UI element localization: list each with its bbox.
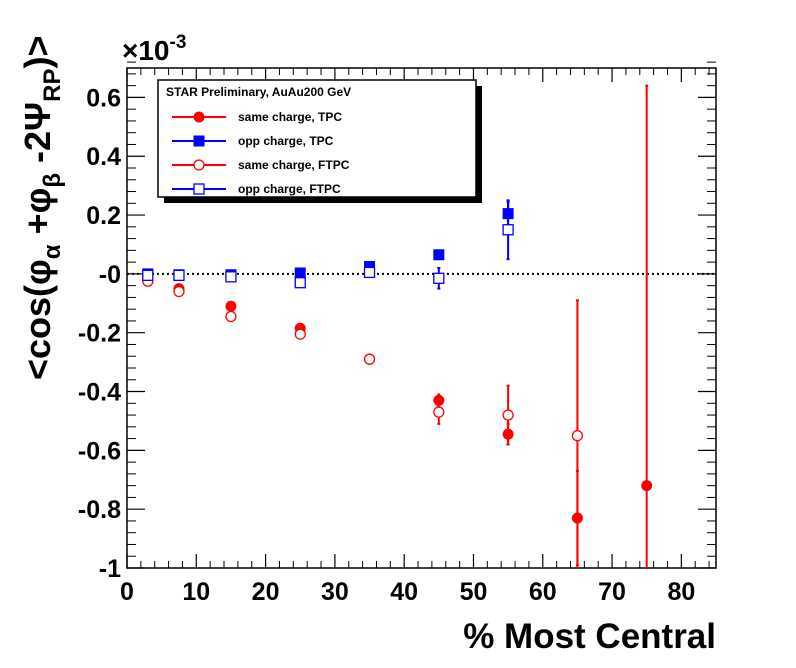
- legend-entry: opp charge, FTPC: [172, 182, 341, 196]
- legend-marker: [193, 159, 205, 171]
- data-point: [433, 406, 445, 418]
- series-same-charge-ftpc: [142, 275, 584, 568]
- x-tick-label: 60: [529, 578, 557, 606]
- y-tick-label: 0.2: [86, 202, 121, 230]
- data-point: [142, 269, 154, 282]
- legend-box: [157, 79, 477, 198]
- y-tick-label: -0.8: [78, 496, 121, 524]
- data-point: [294, 328, 306, 340]
- x-tick-label: 20: [252, 578, 280, 606]
- series-opp-charge-tpc: [142, 200, 514, 281]
- series-opp-charge-ftpc: [142, 199, 514, 290]
- data-point: [225, 300, 237, 312]
- y-axis-title: <cos(φα +φβ -2ΨRP)>: [17, 35, 66, 380]
- x-tick-label: 10: [182, 578, 210, 606]
- y-title-close: )>: [17, 35, 58, 68]
- y-tick-label: 0.6: [86, 84, 121, 112]
- legend-marker: [193, 135, 205, 147]
- x-tick-label: 0: [120, 578, 134, 606]
- y-tick-label: -0.6: [78, 437, 121, 465]
- data-point: [502, 409, 514, 421]
- y-title-psi: Ψ: [17, 102, 58, 131]
- y-tick-label: 0.4: [86, 143, 121, 171]
- data-point: [363, 266, 376, 279]
- data-point: [173, 285, 185, 298]
- x-tick-label: 50: [460, 578, 488, 606]
- y-title-plus: +: [17, 213, 58, 244]
- legend-marker: [193, 183, 205, 195]
- y-title-open: <cos(: [17, 285, 58, 380]
- x-axis-title: % Most Central: [463, 617, 716, 656]
- y-multiplier-base: ×10: [122, 35, 170, 66]
- legend-label: same charge, FTPC: [238, 158, 350, 172]
- data-point: [173, 269, 185, 282]
- y-tick-label: -1: [99, 555, 121, 583]
- data-marks: [142, 84, 653, 568]
- x-tick-label: 70: [598, 578, 626, 606]
- x-tick-label: 30: [321, 578, 349, 606]
- legend-entry: opp charge, TPC: [172, 134, 334, 148]
- data-point: [571, 429, 584, 442]
- data-point: [641, 480, 653, 492]
- data-point: [433, 272, 445, 284]
- tick-labels: 0 10 20 30 40 50 60 70 80 -1 -0.8 -0.6 -0.4 -0.2 -0 0.2…: [78, 84, 695, 606]
- y-tick-label: -0.4: [78, 379, 121, 407]
- y-title-phi2: φ: [17, 188, 58, 214]
- data-point: [225, 271, 237, 283]
- x-tick-label: 80: [667, 578, 695, 606]
- data-point: [225, 310, 237, 323]
- legend-entry: same charge, FTPC: [172, 158, 350, 172]
- data-point: [294, 267, 306, 279]
- legend-title: STAR Preliminary, AuAu200 GeV: [166, 85, 351, 99]
- data-point: [502, 224, 514, 236]
- legend-marker: [193, 111, 205, 123]
- data-point: [294, 277, 306, 289]
- y-title-minus: -2: [17, 131, 58, 173]
- plot-frame: [126, 67, 717, 569]
- y-title-sub-beta: β: [39, 173, 66, 188]
- y-title-sub-rp: RP: [39, 68, 66, 101]
- legend-label: opp charge, FTPC: [238, 182, 341, 196]
- x-tick-label: 40: [390, 578, 418, 606]
- legend-label: opp charge, TPC: [238, 134, 334, 148]
- legend-entry: same charge, TPC: [172, 110, 342, 124]
- y-multiplier-exponent: -3: [170, 32, 187, 53]
- legend-entries: same charge, TPC opp charge, TPC same char…: [172, 110, 350, 196]
- data-point: [433, 249, 445, 261]
- y-title-phi1: φ: [17, 259, 58, 285]
- legend: STAR Preliminary, AuAu200 GeV same charg…: [157, 79, 482, 203]
- data-point: [363, 353, 376, 365]
- y-title-sub-alpha: α: [39, 244, 66, 259]
- y-tick-label: -0.2: [78, 320, 121, 348]
- legend-label: same charge, TPC: [238, 110, 342, 124]
- y-tick-label: -0: [99, 261, 121, 289]
- y-multiplier-label: ×10-3: [122, 32, 186, 66]
